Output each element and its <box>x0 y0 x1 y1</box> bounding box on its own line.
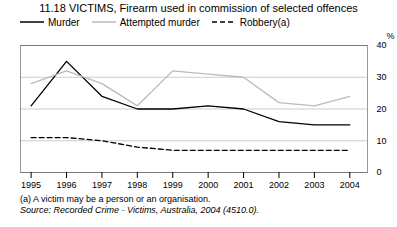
svg-text:20: 20 <box>377 104 387 114</box>
html-text:(a) A victim may be a person o: (a) A victim may be a person or an organ… <box>20 194 211 204</box>
svg-text:10: 10 <box>377 136 387 146</box>
svg-text:2002: 2002 <box>269 180 289 190</box>
svg-text:0: 0 <box>377 167 382 177</box>
svg-text:2000: 2000 <box>198 180 218 190</box>
svg-text:2004: 2004 <box>340 180 360 190</box>
html-text:Robbery(a): Robbery(a) <box>239 16 290 28</box>
svg-text:2001: 2001 <box>234 180 254 190</box>
html-text:11.18 VICTIMS, Firearm used in: 11.18 VICTIMS, Firearm used in commissio… <box>39 2 358 14</box>
html-text:Attempted murder: Attempted murder <box>119 16 200 28</box>
svg-text:30: 30 <box>377 72 387 82</box>
html-text:Murder: Murder <box>48 16 80 28</box>
svg-text:1995: 1995 <box>21 180 41 190</box>
svg-text:%: % <box>386 31 394 41</box>
svg-text:40: 40 <box>377 40 387 50</box>
svg-text:2003: 2003 <box>304 180 324 190</box>
svg-text:1996: 1996 <box>57 180 77 190</box>
svg-text:1999: 1999 <box>163 180 183 190</box>
svg-text:1998: 1998 <box>127 180 147 190</box>
svg-text:1997: 1997 <box>92 180 112 190</box>
html-text:Source: Recorded Crime - Victi: Source: Recorded Crime - Victims, Austra… <box>20 205 260 215</box>
